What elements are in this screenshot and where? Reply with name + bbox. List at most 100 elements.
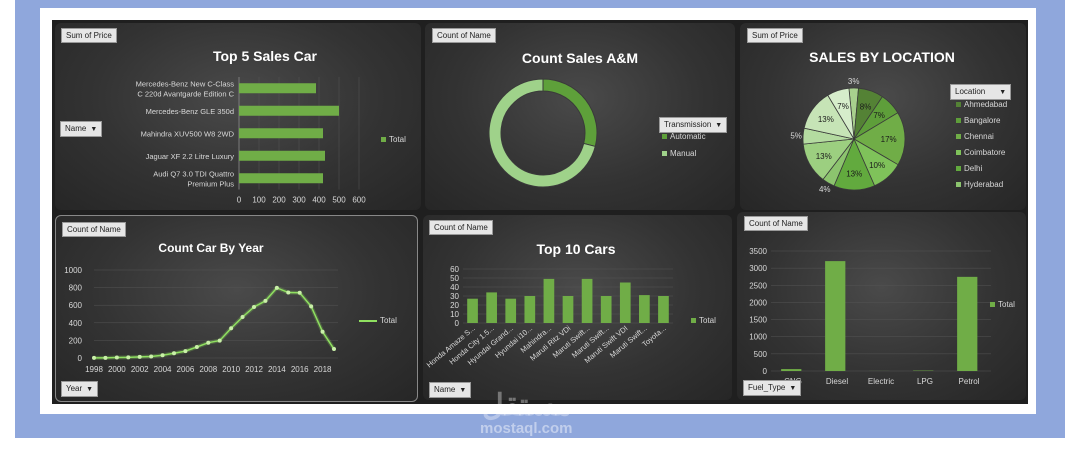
bar [957, 276, 978, 371]
data-point [217, 338, 222, 343]
data-point [172, 351, 176, 356]
fuel-legend: Total [990, 300, 1015, 309]
data-point [103, 355, 108, 360]
legend-swatch [956, 166, 961, 172]
top10-filter-label: Name [434, 385, 456, 394]
data-point [160, 353, 165, 358]
am-chart: Count Sales A&M [488, 50, 638, 188]
bar [825, 261, 846, 371]
category-label: Jaguar XF 2.2 Litre Luxury [146, 152, 235, 161]
x-tick-label: 2018 [314, 365, 332, 374]
year-filter[interactable]: Year ▼ [61, 381, 99, 397]
chart-title: SALES BY LOCATION [809, 49, 955, 65]
category-label: Mercedes-Benz New C-Class C 220d Avantgar… [136, 79, 235, 98]
bar [781, 369, 802, 371]
x-tick-label: 200 [272, 196, 286, 205]
top5-chart: Top 5 Sales Car 0 100 200 300 400 500 600 Merced… [136, 48, 367, 205]
top10-legend: Total [691, 316, 716, 325]
top5-filter-label: Name [65, 124, 87, 133]
data-point [194, 345, 199, 349]
am-sales-panel: Count Sales A&M Count of Name Transmissi… [425, 23, 735, 210]
fuel-type-filter[interactable]: Fuel_Type ▼ [743, 380, 802, 396]
data-label: 10% [869, 161, 885, 170]
y-tick-label: 1000 [749, 333, 767, 342]
y-tick-label: 400 [69, 319, 83, 328]
am-legend-automatic: Automatic [662, 132, 706, 141]
filter-icon: ▼ [90, 126, 98, 133]
y-tick-label: 2000 [749, 298, 767, 307]
x-tick-label: 400 [312, 196, 326, 205]
data-point [252, 304, 256, 309]
x-tick-label: 100 [252, 196, 266, 205]
top5-value-tag[interactable]: Sum of Price [61, 28, 117, 43]
bar [239, 83, 316, 94]
y-tick-label: 0 [78, 354, 83, 363]
chevron-down-icon: ▼ [999, 89, 1007, 96]
loc-location-filter[interactable]: Location ▼ [950, 84, 1012, 100]
data-point [320, 329, 325, 334]
fuel-type-panel: 0500100015002000250030003500CNGDieselEle… [737, 212, 1026, 400]
am-legend-label-automatic: Automatic [670, 132, 706, 141]
y-tick-label: 3000 [749, 264, 767, 273]
data-point [137, 354, 142, 359]
data-point [126, 355, 131, 360]
category-label-line: Premium Plus [187, 179, 234, 188]
fuel-filter-label: Fuel_Type [748, 383, 786, 392]
loc-legend-label: Bangalore [964, 116, 1001, 125]
y-tick-label: 1000 [64, 266, 82, 275]
fuel-value-tag[interactable]: Count of Name [744, 216, 808, 231]
data-label: 7% [837, 102, 849, 111]
am-value-tag[interactable]: Count of Name [432, 28, 496, 43]
top10-name-filter[interactable]: Name ▼ [429, 382, 472, 398]
y-tick-label: 600 [69, 301, 83, 310]
data-label: 7% [873, 111, 885, 120]
y-tick-label: 800 [69, 284, 83, 293]
loc-legend-item: Delhi [956, 164, 982, 173]
am-legend-label-manual: Manual [670, 149, 697, 158]
x-tick-label: 600 [352, 196, 366, 205]
data-point [92, 355, 96, 360]
y-tick-label: 30 [450, 292, 459, 301]
legend-swatch [691, 318, 696, 324]
top10-value-tag[interactable]: Count of Name [429, 220, 493, 235]
loc-legend-item: Bangalore [956, 116, 1000, 125]
y-tick-label: 40 [450, 283, 459, 292]
top5-name-filter[interactable]: Name ▼ [60, 121, 103, 137]
data-point [206, 340, 211, 345]
y-tick-label: 20 [450, 301, 459, 310]
data-label: 13% [818, 115, 834, 124]
data-point [297, 290, 302, 295]
x-tick-label: 2012 [245, 365, 263, 374]
x-tick-label: Petrol [959, 377, 980, 386]
legend-swatch [956, 150, 961, 156]
loc-legend-label: Hyderabad [964, 180, 1004, 189]
bar [581, 278, 593, 323]
top5-legend: Total [381, 135, 406, 144]
data-point [114, 355, 119, 360]
chart-title: Top 10 Cars [536, 241, 615, 257]
bar [239, 128, 323, 139]
chart-title: Top 5 Sales Car [213, 48, 318, 64]
x-tick-label: LPG [917, 377, 933, 386]
chevron-down-icon: ▼ [715, 122, 723, 129]
filter-icon: ▼ [459, 387, 467, 394]
y-tick-label: 0 [455, 319, 460, 328]
y-tick-label: 1500 [749, 316, 767, 325]
y-tick-label: 500 [754, 350, 768, 359]
loc-filter-label: Location [955, 87, 986, 96]
bar [639, 295, 650, 323]
bar [543, 278, 555, 323]
loc-legend-label: Delhi [964, 164, 983, 173]
pie-slice [853, 112, 906, 166]
year-legend-label: Total [380, 316, 397, 325]
year-legend: Total [359, 316, 397, 325]
x-tick-label: 2004 [154, 365, 172, 374]
legend-swatch [956, 118, 961, 124]
legend-swatch [956, 182, 961, 188]
am-transmission-filter[interactable]: Transmission ▼ [659, 117, 728, 133]
data-label: 13% [816, 152, 832, 161]
loc-value-tag[interactable]: Sum of Price [747, 28, 803, 43]
bar [239, 105, 339, 116]
year-value-tag[interactable]: Count of Name [62, 222, 126, 237]
